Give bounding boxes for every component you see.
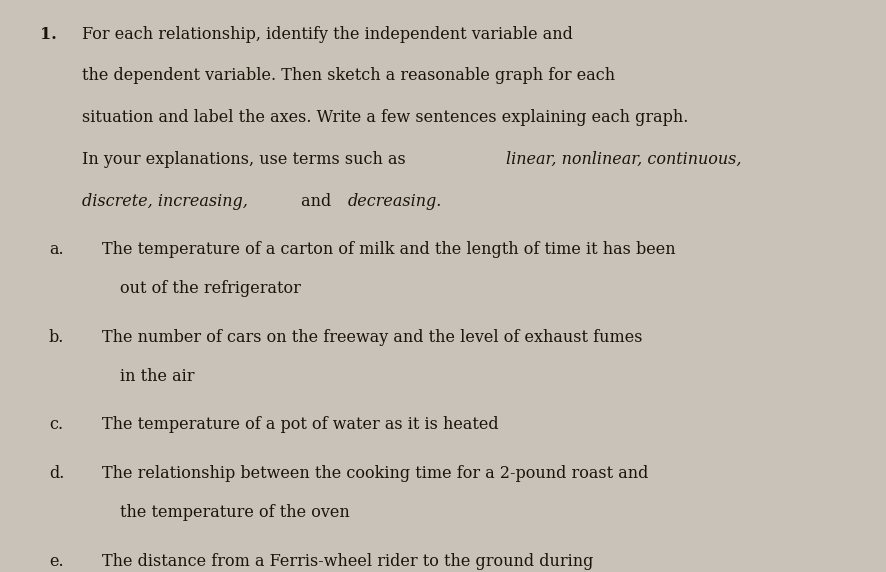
Text: out of the refrigerator: out of the refrigerator [120, 280, 300, 297]
Text: linear, nonlinear, continuous,: linear, nonlinear, continuous, [505, 151, 741, 168]
Text: and: and [295, 193, 336, 210]
Text: b.: b. [49, 329, 64, 346]
Text: the dependent variable. Then sketch a reasonable graph for each: the dependent variable. Then sketch a re… [82, 67, 614, 85]
Text: In your explanations, use terms such as: In your explanations, use terms such as [82, 151, 410, 168]
Text: 1.: 1. [40, 26, 57, 43]
Text: a.: a. [49, 241, 63, 259]
Text: situation and label the axes. Write a few sentences explaining each graph.: situation and label the axes. Write a fe… [82, 109, 688, 126]
Text: d.: d. [49, 465, 64, 482]
Text: The relationship between the cooking time for a 2-pound roast and: The relationship between the cooking tim… [102, 465, 648, 482]
Text: e.: e. [49, 553, 63, 570]
Text: c.: c. [49, 416, 63, 434]
Text: The distance from a Ferris-wheel rider to the ground during: The distance from a Ferris-wheel rider t… [102, 553, 593, 570]
Text: For each relationship, identify the independent variable and: For each relationship, identify the inde… [82, 26, 571, 43]
Text: decreasing.: decreasing. [347, 193, 441, 210]
Text: the temperature of the oven: the temperature of the oven [120, 504, 349, 521]
Text: The temperature of a carton of milk and the length of time it has been: The temperature of a carton of milk and … [102, 241, 675, 259]
Text: The temperature of a pot of water as it is heated: The temperature of a pot of water as it … [102, 416, 498, 434]
Text: The number of cars on the freeway and the level of exhaust fumes: The number of cars on the freeway and th… [102, 329, 641, 346]
Text: discrete, increasing,: discrete, increasing, [82, 193, 247, 210]
Text: in the air: in the air [120, 368, 194, 385]
